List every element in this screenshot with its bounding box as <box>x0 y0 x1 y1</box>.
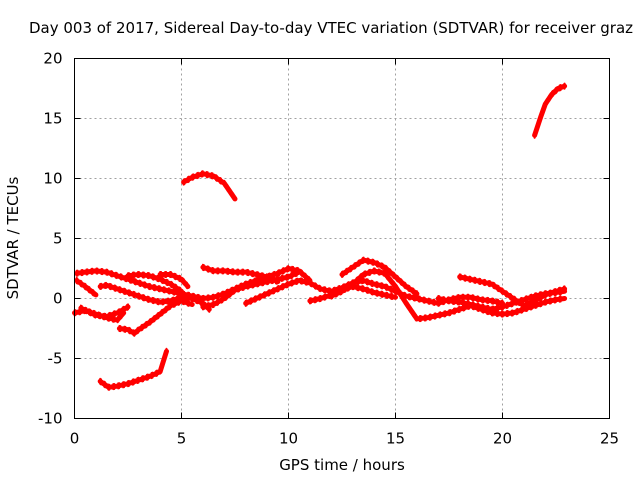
ticks <box>74 58 610 419</box>
series-line-s18 <box>457 274 568 309</box>
series-line-s9 <box>157 272 191 289</box>
x-tick-label: 25 <box>600 430 619 448</box>
series-marks-lower-s7 <box>118 302 194 337</box>
series-marks-s10 <box>182 170 236 198</box>
series-line-s8 <box>125 272 184 294</box>
y-axis-title: SDTVAR / TECUs <box>4 176 22 299</box>
y-tick-label: 0 <box>53 290 63 308</box>
x-tick-label: 10 <box>279 430 298 448</box>
series-line-s15 <box>339 257 420 297</box>
series-line-s13 <box>243 278 505 306</box>
series-marks-s12 <box>201 268 301 306</box>
series-group <box>72 82 568 391</box>
x-tick-label: 5 <box>177 430 187 448</box>
series-marks-lower-s4 <box>79 308 129 320</box>
series-marks-s15 <box>341 256 418 293</box>
series-marks-s6 <box>99 281 211 308</box>
y-tick-label: 10 <box>43 170 62 188</box>
series-marks-lower-s12 <box>201 273 301 311</box>
series-line-s10 <box>181 171 238 202</box>
series-line-s2 <box>74 278 99 298</box>
y-tick-label: -5 <box>48 350 63 368</box>
x-tick-label: 20 <box>493 430 512 448</box>
series-marks-s17 <box>437 287 566 308</box>
series-marks-s1 <box>75 265 311 297</box>
series-line-s16 <box>328 268 568 322</box>
series-line-s7 <box>116 298 195 336</box>
series-marks-lower-s6 <box>99 286 211 313</box>
grid <box>74 58 610 419</box>
series-line-s11 <box>200 264 281 285</box>
series-marks-lower-s14 <box>308 288 397 305</box>
series-line-s4 <box>78 304 131 319</box>
series-marks-s18 <box>458 273 566 305</box>
series-marks-s8 <box>127 271 183 290</box>
series-marks-s7 <box>118 297 194 332</box>
series-marks-s19 <box>533 82 566 134</box>
series-line-s6 <box>97 282 212 312</box>
series-marks-s2 <box>75 277 97 294</box>
x-tick-labels: 0 5 10 15 20 25 <box>70 430 619 448</box>
series-marks-s9 <box>159 271 189 285</box>
series-line-s5 <box>97 348 169 390</box>
series-marks-lower-s19 <box>533 87 566 139</box>
series-marks-lower-s10 <box>182 175 236 203</box>
series-marks-lower-s8 <box>127 276 183 295</box>
y-tick-label: 15 <box>43 110 62 128</box>
series-marks-lower-s16 <box>330 272 566 323</box>
x-axis-title: GPS time / hours <box>279 456 405 474</box>
series-marks-lower-s9 <box>159 276 189 290</box>
series-line-s12 <box>200 269 302 310</box>
series-marks-lower-s18 <box>458 278 566 310</box>
series-line-s19 <box>532 83 568 138</box>
series-marks-lower-s5 <box>99 352 168 391</box>
series-marks-lower-s13 <box>244 282 504 307</box>
series-marks-s4 <box>79 303 129 315</box>
y-tick-label: 5 <box>53 230 63 248</box>
series-marks-s5 <box>99 347 168 386</box>
chart-title: Day 003 of 2017, Sidereal Day-to-day VTE… <box>29 19 633 37</box>
series-marks-lower-s3 <box>73 312 125 324</box>
y-tick-label: 20 <box>43 50 62 68</box>
y-tick-label: -10 <box>38 410 63 428</box>
x-tick-label: 15 <box>386 430 405 448</box>
series-marks-s13 <box>244 277 504 302</box>
y-tick-labels: -10 -5 0 5 10 15 20 <box>38 50 63 428</box>
x-tick-label: 0 <box>70 430 80 448</box>
series-marks-lower-s2 <box>75 282 97 299</box>
series-marks-lower-s15 <box>341 261 418 298</box>
